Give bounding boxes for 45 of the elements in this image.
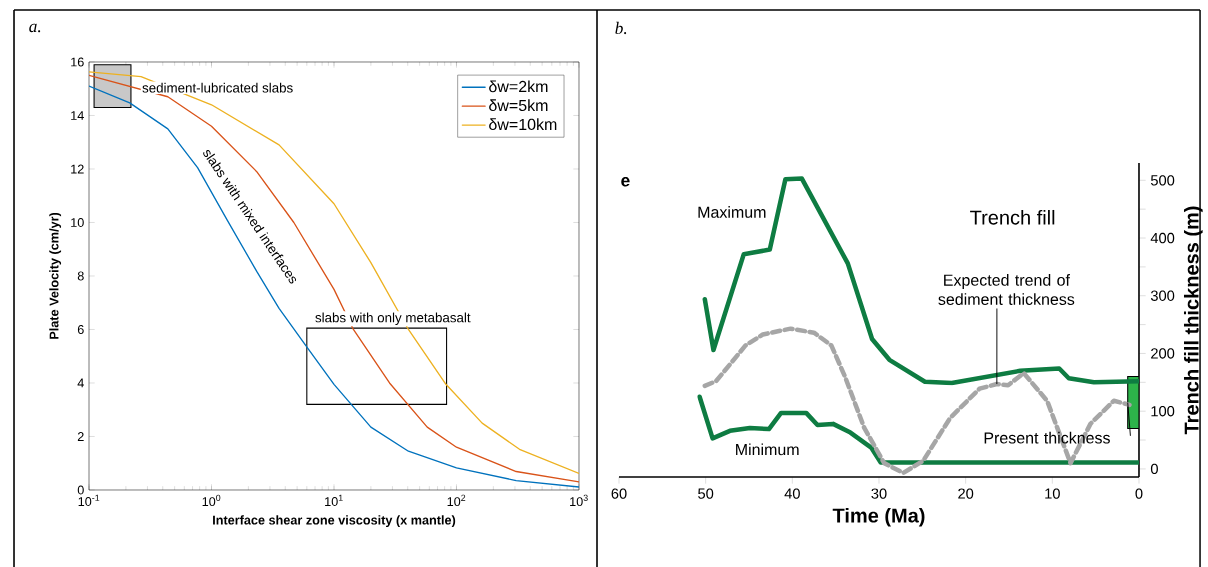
legend-label: δw=10km <box>489 118 557 131</box>
y2-tick-label: 300 <box>1150 290 1175 301</box>
x-tick-label: 10$^{1}$ <box>325 494 343 507</box>
y2-tick-label: 500 <box>1150 175 1175 186</box>
annotation: slabs with only metabasalt <box>315 312 471 325</box>
x-tick-label: 50 <box>698 488 714 499</box>
y2-axis-title: Trench fill thickness (m) <box>1183 206 1203 435</box>
series-label: Minimum <box>736 443 799 456</box>
y-tick-label: 4 <box>77 378 84 388</box>
legend-label: δw=5km <box>489 99 548 112</box>
x-tick-label: 10$^{0}$ <box>202 494 221 507</box>
text: Expected trend of sediment thickness <box>938 274 1075 305</box>
x-tick-label: 0 <box>1135 488 1143 499</box>
x-tick-label: 10$^{-1}$ <box>78 494 100 507</box>
x-tick-label: 20 <box>958 488 974 499</box>
y-tick-label: 6 <box>77 325 84 334</box>
y-tick-label: 16 <box>71 57 84 67</box>
y2-tick-label: 200 <box>1151 348 1175 359</box>
x-tick-label: 30 <box>871 488 887 499</box>
y2-tick-label: 100 <box>1151 406 1175 417</box>
x-tick-label: 40 <box>784 488 800 499</box>
y-tick-label: 2 <box>77 432 84 441</box>
x-axis-title: Time (Ma) <box>832 507 925 527</box>
series-label: Maximum <box>698 206 766 218</box>
line-series <box>702 326 1132 476</box>
chart-title: b. <box>615 21 627 35</box>
y-axis-title: Plate Velocity (cm/yr) <box>49 212 62 339</box>
y2-tick-label: 400 <box>1150 232 1175 244</box>
x-tick-label: 10 <box>1045 488 1060 499</box>
y-tick-label: 12 <box>71 164 84 174</box>
y-tick-label: 10 <box>71 218 84 227</box>
x-tick-label: 60 <box>611 488 627 499</box>
line-series <box>697 394 1139 465</box>
annotation: e <box>621 177 630 187</box>
x-tick-label: 10$^{2}$ <box>447 494 466 507</box>
chart-title: a. <box>29 23 41 33</box>
legend-label: δw=2km <box>489 80 548 93</box>
y-tick-label: 14 <box>71 111 84 120</box>
series-label: Present thickness <box>984 431 1110 444</box>
annotation: sediment-lubricated slabs <box>142 82 293 93</box>
annotation: Trench fill <box>970 209 1055 225</box>
y-tick-label: 8 <box>77 271 84 281</box>
y2-tick-label: 0 <box>1150 463 1158 475</box>
x-tick-label: 10$^{3}$ <box>570 494 588 507</box>
x-axis-title: Interface shear zone viscosity (x mantle) <box>213 515 456 528</box>
